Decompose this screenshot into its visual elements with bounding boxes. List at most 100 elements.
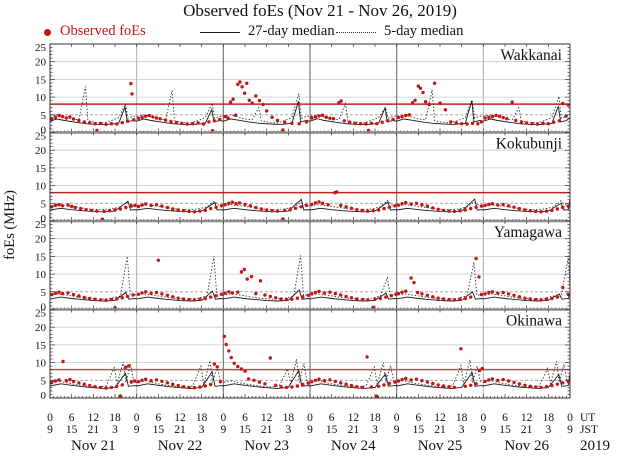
station-label: Okinawa: [506, 313, 562, 330]
y-tick-label: 15: [35, 340, 47, 352]
solid-line-icon: [200, 32, 240, 33]
station-label: Yamagawa: [494, 224, 562, 241]
ut-tick-label: 0: [134, 412, 140, 424]
legend-item-median5: 5-day median: [336, 23, 464, 41]
jst-tick-label: 15: [413, 424, 425, 436]
ut-tick-label: 6: [329, 412, 335, 424]
legend-median27-label: 27-day median: [248, 23, 335, 39]
scatter-points: [50, 334, 570, 398]
station-label: Kokubunji: [496, 136, 563, 153]
ut-tick-label: 0: [220, 412, 226, 424]
ut-tick-label: 18: [283, 412, 295, 424]
ut-tick-label: 12: [348, 412, 360, 424]
y-tick-label: 25: [35, 308, 47, 320]
jst-tick-label: 21: [88, 424, 100, 436]
legend-median5-label: 5-day median: [384, 23, 464, 39]
scatter-points: [50, 80, 570, 133]
y-tick-label: 25: [35, 131, 47, 143]
ut-tick-label: 12: [521, 412, 533, 424]
jst-tick-label: 9: [480, 424, 486, 436]
jst-tick-label: 9: [134, 424, 140, 436]
ut-tick-label: 18: [456, 412, 468, 424]
jst-tick-label: 9: [394, 424, 400, 436]
y-axis-title: foEs (MHz): [2, 190, 18, 260]
jst-tick-label: 9: [567, 424, 573, 436]
day-label: Nov 24: [331, 438, 376, 454]
y-tick-label: 20: [35, 57, 47, 69]
ut-tick-label: 6: [155, 412, 161, 424]
y-tick-label: 10: [35, 358, 47, 370]
y-tick-label: 0: [41, 302, 47, 314]
jst-tick-label: 21: [434, 424, 446, 436]
jst-tick-label: 15: [153, 424, 165, 436]
legend-observed-label: Observed foEs: [60, 23, 146, 39]
jst-tick-label: 15: [499, 424, 511, 436]
legend-item-observed: Observed foEs: [44, 23, 146, 41]
jst-tick-label: 3: [199, 424, 205, 436]
jst-tick-label: 21: [261, 424, 273, 436]
jst-tick-label: 9: [307, 424, 313, 436]
day-label: Nov 23: [244, 438, 289, 454]
y-tick-label: 15: [35, 251, 47, 263]
y-tick-label: 10: [35, 181, 47, 193]
ut-tick-label: 18: [196, 412, 208, 424]
y-tick-label: 20: [35, 145, 47, 157]
ut-tick-label: 6: [415, 412, 421, 424]
y-tick-label: 10: [35, 269, 47, 281]
jst-tick-label: 21: [521, 424, 533, 436]
jst-tick-label: 15: [326, 424, 338, 436]
y-tick-label: 0: [41, 213, 47, 225]
ut-tick-label: 0: [567, 412, 573, 424]
y-tick-label: 0: [41, 125, 47, 137]
y-tick-label: 5: [41, 110, 47, 122]
median5-line: [49, 86, 571, 124]
median27-line: [49, 198, 571, 213]
jst-tick-label: 3: [545, 424, 551, 436]
station-label: Wakkanai: [500, 47, 562, 64]
y-tick-label: 5: [41, 375, 47, 387]
jst-tick-label: 9: [220, 424, 226, 436]
median5-line: [49, 199, 571, 211]
jst-unit-label: JST: [580, 424, 598, 436]
ut-tick-label: 18: [543, 412, 555, 424]
jst-tick-label: 3: [372, 424, 378, 436]
chart-title: Observed foEs (Nov 21 - Nov 26, 2019): [183, 1, 457, 20]
day-label: Nov 25: [418, 438, 463, 454]
ut-tick-label: 18: [369, 412, 381, 424]
median5-line: [49, 358, 571, 388]
ut-tick-label: 6: [69, 412, 75, 424]
dotted-line-icon: [336, 32, 376, 33]
jst-tick-label: 9: [47, 424, 53, 436]
y-tick-label: 5: [41, 287, 47, 299]
scatter-points: [50, 256, 570, 310]
ut-tick-label: 0: [480, 412, 486, 424]
jst-tick-label: 15: [66, 424, 78, 436]
y-tick-label: 15: [35, 74, 47, 86]
ut-tick-label: 18: [109, 412, 121, 424]
y-tick-label: 20: [35, 322, 47, 334]
y-tick-label: 25: [35, 219, 47, 231]
median27-line: [49, 369, 571, 389]
observed-dot-icon: [44, 29, 51, 36]
ut-tick-label: 0: [394, 412, 400, 424]
y-tick-label: 10: [35, 92, 47, 104]
day-label: Nov 26: [504, 438, 549, 454]
jst-tick-label: 21: [174, 424, 186, 436]
ut-tick-label: 0: [47, 412, 53, 424]
jst-tick-label: 3: [459, 424, 465, 436]
ut-tick-label: 12: [261, 412, 273, 424]
ut-tick-label: 6: [242, 412, 248, 424]
y-tick-label: 15: [35, 163, 47, 175]
y-tick-label: 20: [35, 234, 47, 246]
day-label: Nov 21: [71, 438, 116, 454]
ut-tick-label: 6: [502, 412, 508, 424]
jst-tick-label: 3: [285, 424, 291, 436]
y-tick-label: 0: [41, 390, 47, 402]
day-label: Nov 22: [158, 438, 203, 454]
median27-line: [49, 100, 571, 125]
scatter-points: [50, 190, 570, 221]
y-tick-label: 5: [41, 198, 47, 210]
jst-tick-label: 3: [112, 424, 118, 436]
y-tick-label: 25: [35, 42, 47, 54]
